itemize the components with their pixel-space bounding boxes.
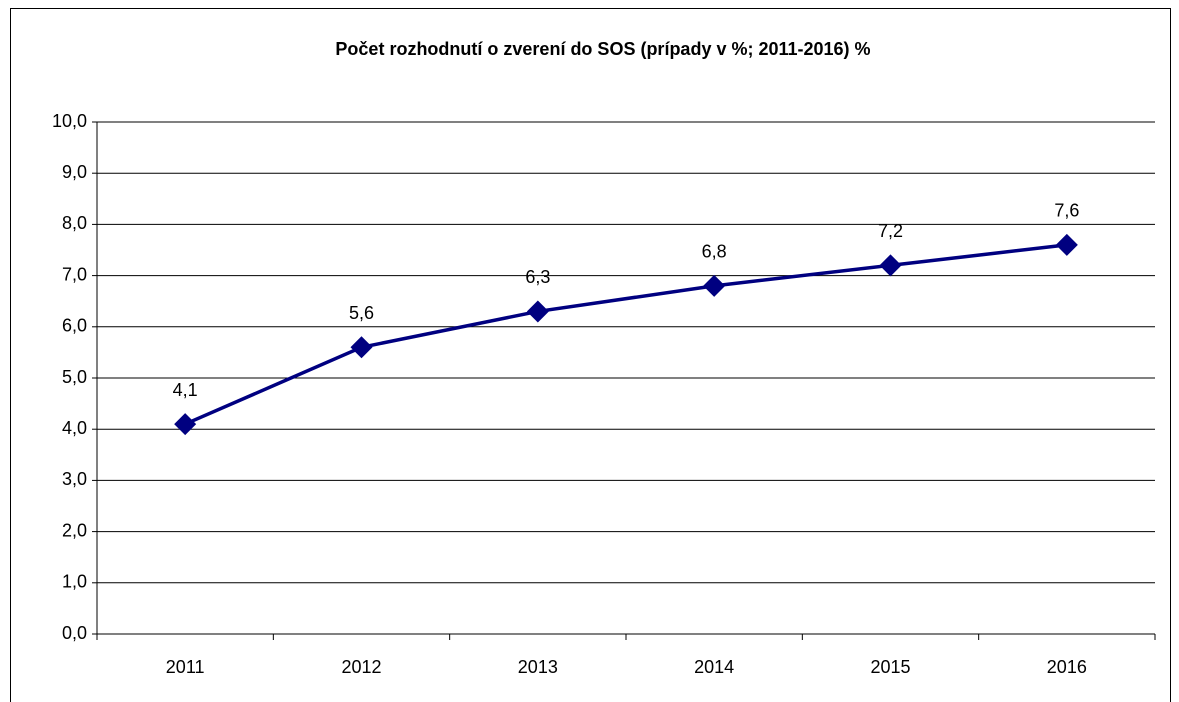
line (184, 243, 1068, 426)
data-label: 7,6 (1054, 201, 1079, 221)
data-label: 6,8 (702, 242, 727, 262)
y-tick-label: 1,0 (62, 572, 87, 592)
data-label: 4,1 (173, 380, 198, 400)
data-label: 6,3 (525, 267, 550, 287)
y-tick-label: 3,0 (62, 469, 87, 489)
point (703, 274, 726, 297)
y-tick-label: 10,0 (52, 111, 87, 131)
y-tick-label: 9,0 (62, 162, 87, 182)
x-tick-label: 2013 (518, 657, 558, 677)
x-tick-label: 2016 (1047, 657, 1087, 677)
point (1055, 233, 1078, 256)
data-label: 5,6 (349, 303, 374, 323)
y-tick-label: 5,0 (62, 367, 87, 387)
y-tick-label: 7,0 (62, 264, 87, 284)
y-tick-label: 0,0 (62, 623, 87, 643)
point (350, 336, 373, 359)
y-tick-label: 4,0 (62, 418, 87, 438)
x-tick-label: 2015 (870, 657, 910, 677)
x-tick-label: 2014 (694, 657, 734, 677)
x-tick-label: 2012 (341, 657, 381, 677)
point (879, 254, 902, 277)
chart-frame (10, 8, 1171, 702)
x-tick-label: 2011 (166, 657, 205, 677)
point (174, 413, 197, 436)
point (526, 300, 549, 323)
y-tick-label: 6,0 (62, 316, 87, 336)
y-tick-label: 8,0 (62, 213, 87, 233)
y-tick-label: 2,0 (62, 520, 87, 540)
chart-title: Počet rozhodnutí o zverení do SOS (prípa… (335, 39, 870, 59)
data-label: 7,2 (878, 221, 903, 241)
